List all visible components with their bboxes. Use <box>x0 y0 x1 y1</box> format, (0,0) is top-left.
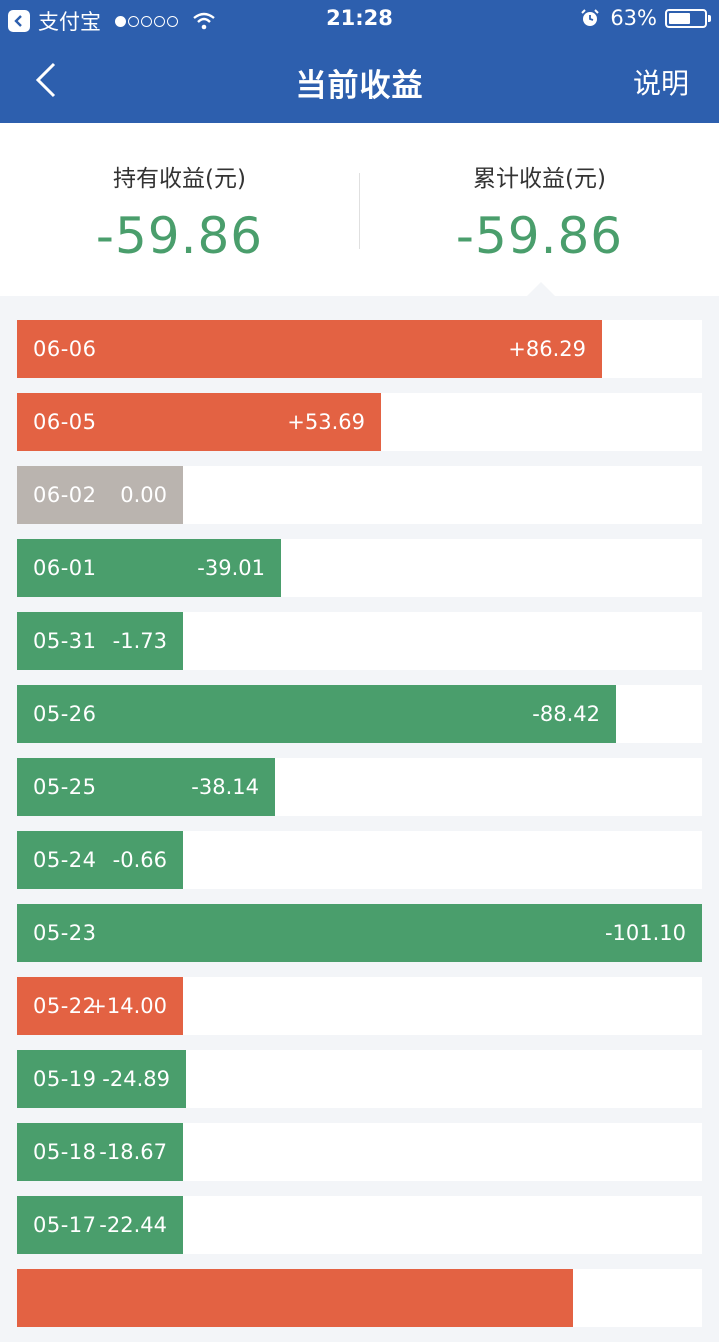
signal-dot <box>154 15 165 27</box>
earnings-bar <box>17 831 183 889</box>
earnings-date: 05-19 <box>33 1067 97 1091</box>
app-header: 支付宝 21:28 63% 当前收益 说明 <box>0 0 719 123</box>
earnings-row[interactable]: 05-23 -101.10 <box>17 904 702 962</box>
signal-dot <box>141 15 152 27</box>
earnings-value: -101.10 <box>604 921 686 945</box>
earnings-date: 06-01 <box>33 556 97 580</box>
earnings-value: -88.42 <box>532 702 600 726</box>
earnings-date: 05-24 <box>33 848 97 872</box>
earnings-date: 05-23 <box>33 921 97 945</box>
earnings-bar <box>17 539 281 597</box>
holding-earnings-value: -59.86 <box>95 207 264 265</box>
earnings-row[interactable]: 06-02 0.00 <box>17 466 702 524</box>
earnings-row[interactable]: 05-18 -18.67 <box>17 1123 702 1181</box>
earnings-row[interactable]: 05-25 -38.14 <box>17 758 702 816</box>
earnings-value: 0.00 <box>120 483 167 507</box>
back-arrow-icon[interactable] <box>30 60 66 100</box>
battery-percent: 63% <box>610 6 657 30</box>
status-time: 21:28 <box>326 6 393 30</box>
earnings-value: +14.00 <box>89 994 167 1018</box>
earnings-bar <box>17 685 616 743</box>
earnings-value: +86.29 <box>508 337 586 361</box>
holding-earnings-label: 持有收益(元) <box>113 166 246 192</box>
earnings-date: 05-22 <box>33 994 97 1018</box>
earnings-row[interactable]: 05-19 -24.89 <box>17 1050 702 1108</box>
earnings-value: +53.69 <box>287 410 365 434</box>
earnings-bar <box>17 758 275 816</box>
earnings-value: -1.73 <box>112 629 167 653</box>
alarm-clock-icon <box>581 9 600 26</box>
signal-dot <box>167 15 178 27</box>
back-to-app-icon[interactable] <box>8 10 30 32</box>
earnings-date: 06-06 <box>33 337 97 361</box>
earnings-bar <box>17 1050 186 1108</box>
earnings-row[interactable]: 05-17 -22.44 <box>17 1196 702 1254</box>
earnings-value: -22.44 <box>99 1213 167 1237</box>
status-right: 63% <box>580 6 711 30</box>
help-button[interactable]: 说明 <box>632 67 689 100</box>
page-title: 当前收益 <box>295 68 424 104</box>
earnings-value: -38.14 <box>191 775 259 799</box>
battery-icon <box>665 8 711 28</box>
cumulative-earnings-value: -59.86 <box>455 207 624 265</box>
earnings-date: 05-31 <box>33 629 97 653</box>
earnings-date: 05-25 <box>33 775 97 799</box>
signal-dot <box>115 15 126 27</box>
daily-earnings-list: 06-06 +86.29 06-05 +53.69 06-02 0.00 06-01 -39.… <box>17 320 702 1342</box>
earnings-row[interactable]: 05-24 -0.66 <box>17 831 702 889</box>
cumulative-earnings[interactable]: 累计收益(元) -59.86 <box>360 123 719 265</box>
earnings-bar <box>17 1196 183 1254</box>
back-app-name[interactable]: 支付宝 <box>38 10 101 34</box>
earnings-row[interactable]: 06-05 +53.69 <box>17 393 702 451</box>
wifi-icon <box>193 12 215 30</box>
earnings-row[interactable]: 05-31 -1.73 <box>17 612 702 670</box>
signal-strength-icon <box>115 15 180 27</box>
earnings-value: -39.01 <box>197 556 265 580</box>
earnings-row[interactable]: 05-22 +14.00 <box>17 977 702 1035</box>
earnings-summary: 持有收益(元) -59.86 累计收益(元) -59.86 <box>0 123 719 296</box>
earnings-row[interactable] <box>17 1269 702 1327</box>
earnings-row[interactable]: 05-26 -88.42 <box>17 685 702 743</box>
selection-pointer <box>527 282 555 296</box>
earnings-bar <box>17 904 702 962</box>
earnings-bar <box>17 612 183 670</box>
status-left: 支付宝 <box>8 6 216 36</box>
earnings-date: 05-18 <box>33 1140 97 1164</box>
earnings-date: 06-02 <box>33 483 97 507</box>
earnings-bar <box>17 1269 573 1327</box>
holding-earnings: 持有收益(元) -59.86 <box>0 123 359 265</box>
battery-cap <box>708 14 711 22</box>
earnings-row[interactable]: 06-01 -39.01 <box>17 539 702 597</box>
earnings-value: -0.66 <box>112 848 167 872</box>
summary-divider <box>359 173 360 249</box>
earnings-value: -18.67 <box>99 1140 167 1164</box>
earnings-value: -24.89 <box>102 1067 170 1091</box>
earnings-bar <box>17 320 602 378</box>
battery-level <box>669 12 691 24</box>
earnings-bar <box>17 1123 183 1181</box>
earnings-bar <box>17 977 183 1035</box>
earnings-row[interactable]: 06-06 +86.29 <box>17 320 702 378</box>
cumulative-earnings-label: 累计收益(元) <box>473 166 606 192</box>
earnings-date: 05-26 <box>33 702 97 726</box>
status-bar: 支付宝 21:28 63% <box>0 0 719 40</box>
earnings-bar <box>17 393 381 451</box>
earnings-bar <box>17 466 183 524</box>
earnings-date: 05-17 <box>33 1213 97 1237</box>
earnings-date: 06-05 <box>33 410 97 434</box>
signal-dot <box>128 15 139 27</box>
